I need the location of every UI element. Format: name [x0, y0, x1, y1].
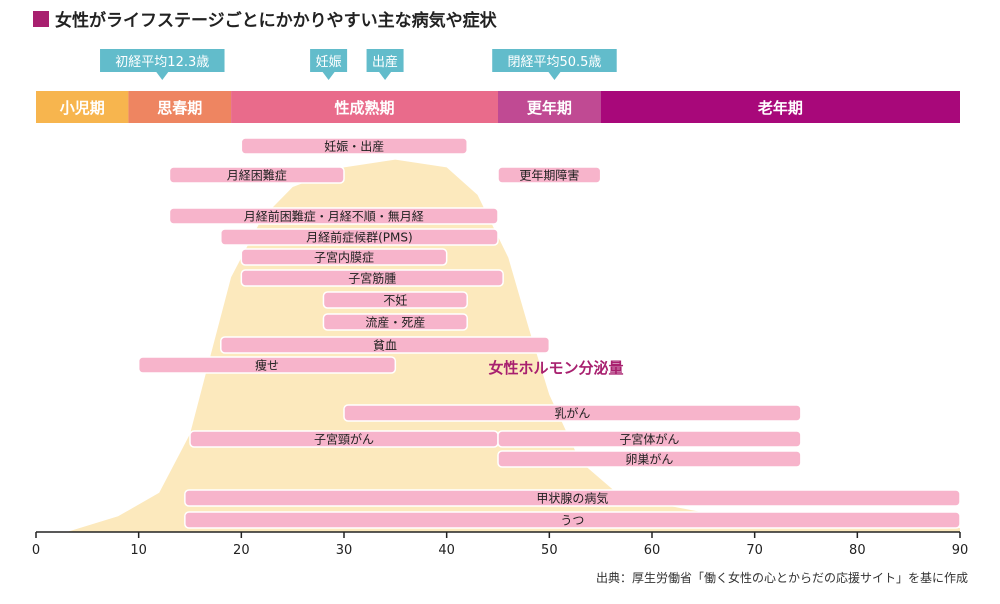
- x-tick-label: 90: [952, 543, 969, 558]
- x-tick-label: 20: [233, 543, 250, 558]
- life-stage-label: 老年期: [757, 99, 803, 117]
- x-tick-label: 80: [849, 543, 866, 558]
- condition-label: 流産・死産: [365, 315, 425, 330]
- condition-bar: [497, 166, 602, 184]
- condition-label: 子宮体がん: [619, 432, 679, 447]
- life-stage-band: 小児期 思春期 性成熟期 更年期 老年期: [36, 91, 960, 123]
- condition-bar: [343, 404, 802, 422]
- callout-label: 出産: [372, 54, 398, 70]
- condition-label: 乳がん: [554, 406, 590, 421]
- chart-title: 女性がライフステージごとにかかりやすい主な病気や症状: [55, 10, 498, 31]
- life-stage-label: 思春期: [157, 99, 202, 117]
- callout-pointer: [548, 72, 561, 80]
- life-stage-label: 性成熟期: [335, 99, 395, 117]
- condition-bar: [240, 269, 504, 287]
- x-axis: 0 10 20 30 40 50 60 70 80 90: [32, 531, 969, 558]
- condition-label: 更年期障害: [519, 168, 579, 183]
- hormone-curve-label: 女性ホルモン分泌量: [488, 359, 623, 377]
- condition-label: 妊娠・出産: [324, 139, 384, 154]
- callout-pointer: [156, 72, 169, 80]
- condition-label: 月経前症候群(PMS): [306, 230, 413, 245]
- callout-box: [492, 49, 617, 72]
- condition-bar: [184, 511, 961, 529]
- x-tick-label: 60: [644, 543, 661, 558]
- title-square-icon: [33, 11, 49, 27]
- x-tick-label: 30: [336, 543, 353, 558]
- condition-bar: [322, 313, 468, 331]
- condition-bar: [497, 430, 802, 448]
- condition-label: 痩せ: [255, 358, 279, 373]
- callout-box: [366, 49, 404, 72]
- x-tick-label: 10: [130, 543, 147, 558]
- condition-label: 子宮筋腫: [348, 271, 396, 286]
- life-stage-label: 更年期: [527, 99, 572, 117]
- callout-group: 初経平均12.3歳 妊娠 出産 閉経平均50.5歳: [100, 49, 617, 80]
- life-stage-label: 小児期: [60, 99, 105, 117]
- callout-box: [100, 49, 225, 72]
- condition-bar: [240, 248, 448, 266]
- condition-label: 甲状腺の病気: [536, 491, 608, 506]
- callout-pointer: [379, 72, 392, 80]
- condition-bar: [184, 489, 961, 507]
- condition-label: 月経困難症: [227, 168, 287, 183]
- condition-bar: [220, 228, 499, 246]
- condition-bar: [220, 336, 551, 354]
- condition-label: 子宮内膜症: [314, 250, 374, 265]
- life-stage-segment: [498, 91, 601, 123]
- condition-label: 貧血: [373, 339, 397, 353]
- x-tick-label: 50: [541, 543, 558, 558]
- x-tick-label: 70: [746, 543, 763, 558]
- condition-label: 不妊: [383, 294, 407, 308]
- condition-bar: [497, 450, 802, 468]
- condition-bar: [322, 291, 468, 309]
- callout-label: 閉経平均50.5歳: [507, 55, 601, 70]
- condition-bar: [137, 356, 397, 374]
- condition-bar: [168, 207, 499, 225]
- callout-label: 妊娠: [316, 55, 342, 70]
- callout-label: 初経平均12.3歳: [115, 55, 209, 70]
- life-stage-segment: [600, 91, 960, 123]
- callout-box: [310, 49, 348, 72]
- condition-bar: [168, 166, 345, 184]
- x-tick-label: 40: [438, 543, 455, 558]
- condition-label: 卵巣がん: [625, 452, 673, 467]
- condition-bar: [240, 137, 468, 155]
- condition-label: 子宮頸がん: [314, 432, 374, 447]
- source-note: 出典：厚生労働省「働く女性の心とからだの応援サイト」を基に作成: [596, 570, 968, 585]
- life-stage-segment: [231, 91, 499, 123]
- callout-pointer: [322, 72, 335, 80]
- life-stage-segment: [128, 91, 232, 123]
- condition-label: 月経前困難症・月経不順・無月経: [244, 209, 424, 224]
- x-tick-label: 0: [32, 543, 40, 558]
- life-stage-segment: [36, 91, 129, 123]
- condition-label: うつ: [560, 514, 584, 528]
